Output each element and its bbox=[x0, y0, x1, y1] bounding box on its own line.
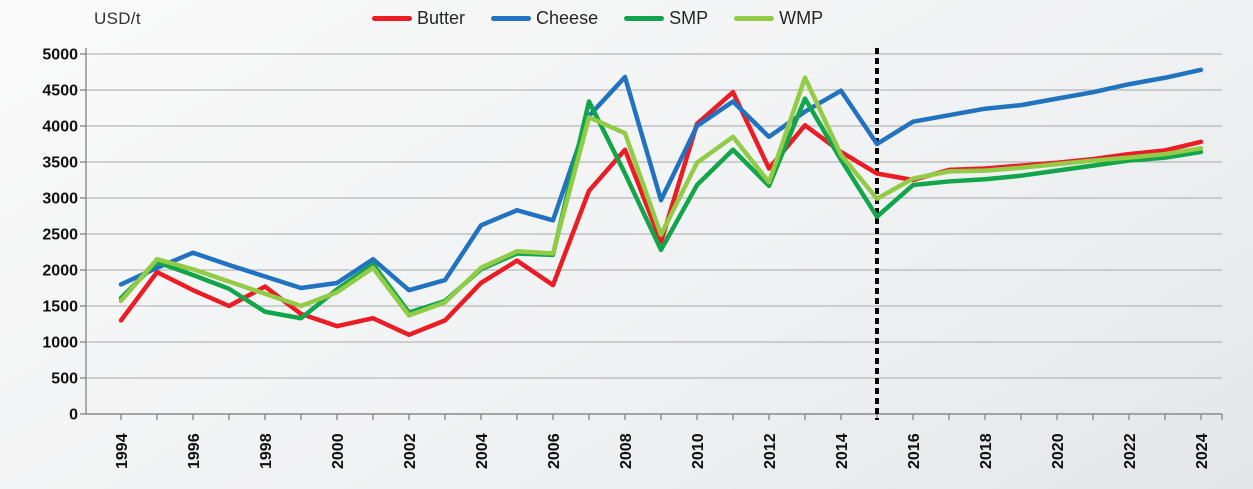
y-tick-label: 1500 bbox=[42, 299, 78, 316]
x-tick-label: 2012 bbox=[762, 433, 779, 469]
x-tick-label: 2024 bbox=[1194, 433, 1211, 469]
y-tick-label: 2500 bbox=[42, 227, 78, 244]
series-line-cheese bbox=[118, 67, 1204, 293]
legend-item-label: WMP bbox=[779, 8, 824, 28]
y-tick-label: 4500 bbox=[42, 83, 78, 100]
legend-item-label: Butter bbox=[417, 8, 466, 28]
y-axis-unit-label: USD/t bbox=[94, 9, 141, 28]
legend-swatch-butter bbox=[372, 16, 412, 21]
y-tick-label: 2000 bbox=[42, 263, 78, 280]
legend-item-label: SMP bbox=[669, 8, 709, 28]
legend-item-butter: Butter bbox=[372, 8, 465, 29]
x-tick-label: 2016 bbox=[906, 433, 923, 469]
x-tick-label: 2006 bbox=[546, 433, 563, 469]
y-tick-label: 1000 bbox=[42, 335, 78, 352]
y-tick-label: 500 bbox=[51, 371, 78, 388]
x-tick-label: 2000 bbox=[330, 433, 347, 469]
y-tick-label: 0 bbox=[69, 407, 78, 424]
x-tick-label: 2014 bbox=[834, 433, 851, 469]
series-line-wmp bbox=[118, 75, 1204, 318]
y-tick-label: 5000 bbox=[42, 47, 78, 64]
x-tick-label: 1998 bbox=[258, 433, 275, 469]
x-tick-label: 2002 bbox=[402, 433, 419, 469]
y-tick-label: 3500 bbox=[42, 155, 78, 172]
x-tick-label: 2010 bbox=[690, 433, 707, 469]
x-tick-label: 2018 bbox=[978, 433, 995, 469]
x-tick-label: 2008 bbox=[618, 433, 635, 469]
legend-item-cheese: Cheese bbox=[491, 8, 598, 29]
x-tick-label: 2004 bbox=[474, 433, 491, 469]
legend-swatch-smp bbox=[624, 16, 665, 21]
legend-item-wmp: WMP bbox=[734, 8, 823, 29]
legend: Butter Cheese SMP WMP bbox=[372, 8, 823, 29]
legend-swatch-cheese bbox=[491, 16, 532, 21]
series-line-smp bbox=[118, 96, 1204, 321]
x-tick-label: 2022 bbox=[1122, 433, 1139, 469]
legend-item-smp: SMP bbox=[624, 8, 708, 29]
x-tick-label: 1996 bbox=[186, 433, 203, 469]
x-tick-label: 2020 bbox=[1050, 433, 1067, 469]
legend-swatch-wmp bbox=[734, 16, 775, 21]
x-tick-label: 1994 bbox=[114, 433, 131, 469]
y-tick-label: 4000 bbox=[42, 119, 78, 136]
legend-item-label: Cheese bbox=[536, 8, 599, 28]
y-tick-label: 3000 bbox=[42, 191, 78, 208]
